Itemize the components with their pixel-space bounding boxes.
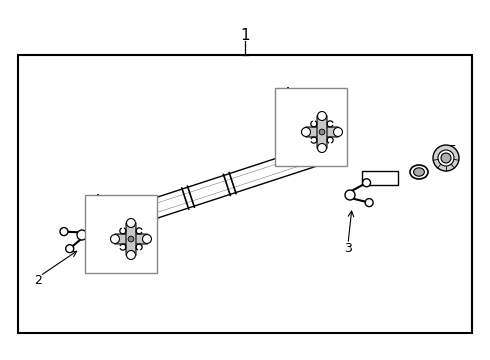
Bar xyxy=(18,55,472,333)
Text: 5: 5 xyxy=(449,144,457,157)
Text: 1: 1 xyxy=(240,27,250,42)
Circle shape xyxy=(345,190,355,200)
Text: 2: 2 xyxy=(34,274,42,287)
Ellipse shape xyxy=(414,168,424,176)
Circle shape xyxy=(128,236,134,242)
Text: 4: 4 xyxy=(282,86,290,99)
Circle shape xyxy=(60,228,68,235)
Circle shape xyxy=(318,112,326,121)
Circle shape xyxy=(433,145,459,171)
Circle shape xyxy=(126,219,135,228)
FancyBboxPatch shape xyxy=(115,234,147,244)
Circle shape xyxy=(318,144,326,153)
Ellipse shape xyxy=(410,165,428,179)
Polygon shape xyxy=(92,139,343,238)
FancyBboxPatch shape xyxy=(305,127,339,137)
Circle shape xyxy=(66,245,74,253)
Circle shape xyxy=(334,127,343,136)
Circle shape xyxy=(438,150,454,166)
Bar xyxy=(275,88,347,166)
Circle shape xyxy=(301,127,311,136)
Text: 4: 4 xyxy=(92,193,100,206)
FancyBboxPatch shape xyxy=(317,116,327,149)
Text: 3: 3 xyxy=(344,242,352,255)
Circle shape xyxy=(143,234,151,243)
Circle shape xyxy=(441,153,451,163)
FancyBboxPatch shape xyxy=(126,222,136,256)
Circle shape xyxy=(126,251,135,260)
Circle shape xyxy=(111,234,120,243)
Bar xyxy=(85,195,157,273)
Circle shape xyxy=(77,230,87,240)
Polygon shape xyxy=(362,171,398,185)
Circle shape xyxy=(363,179,370,187)
Text: 6: 6 xyxy=(419,167,427,180)
Circle shape xyxy=(319,129,325,135)
Circle shape xyxy=(365,199,373,207)
